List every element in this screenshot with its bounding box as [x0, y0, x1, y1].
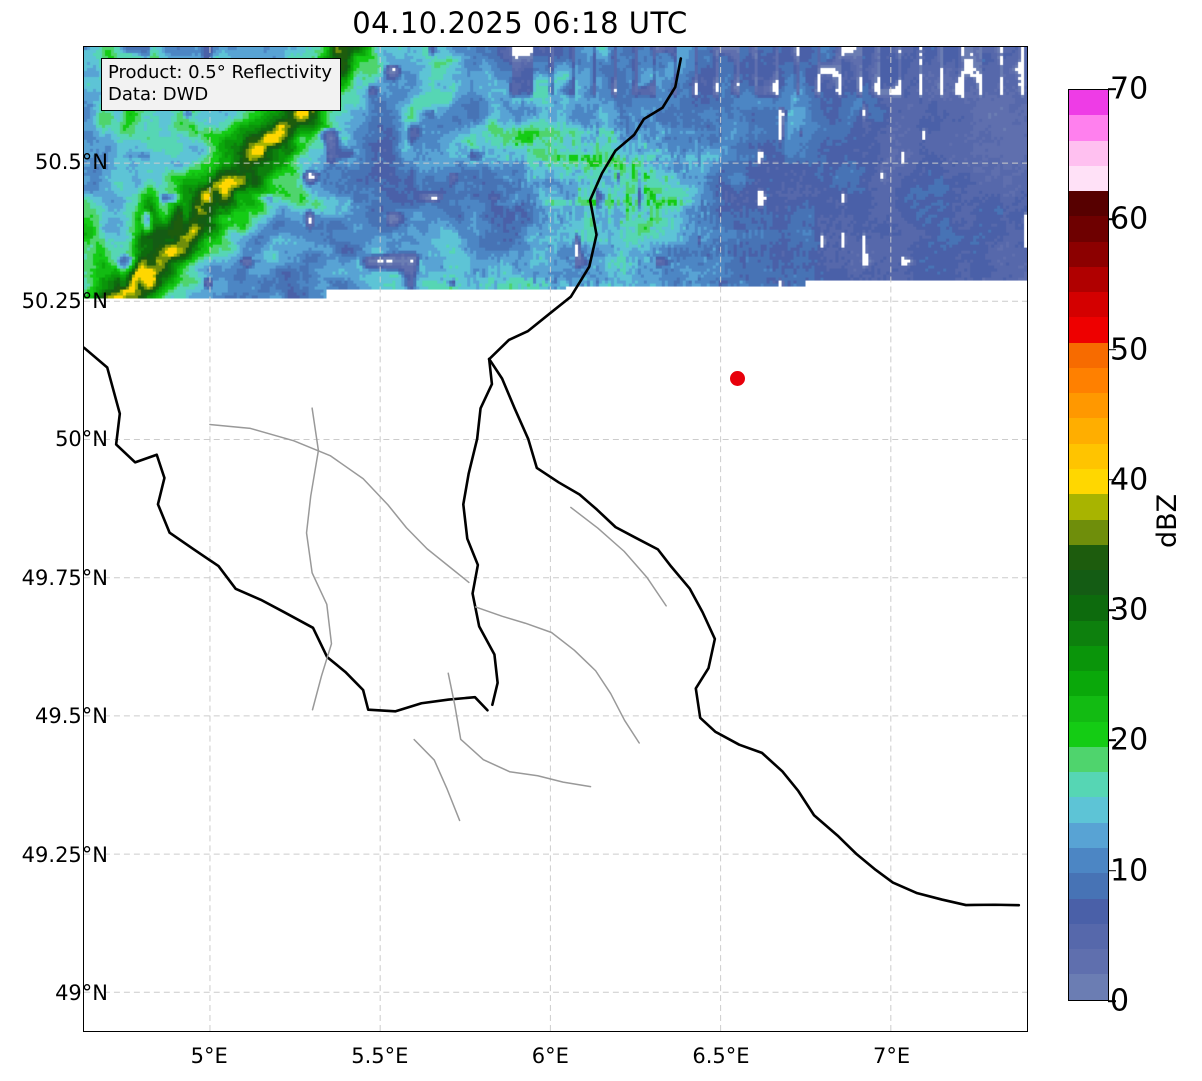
- colorbar-band: [1069, 165, 1108, 192]
- data-source-line: Data: DWD: [108, 83, 209, 105]
- x-axis-tick-label: 5.5°E: [351, 1044, 409, 1068]
- colorbar-band: [1069, 292, 1108, 318]
- map-plot-area[interactable]: [83, 46, 1028, 1032]
- colorbar-band: [1069, 822, 1108, 848]
- colorbar-band: [1069, 266, 1108, 293]
- colorbar: [1068, 89, 1109, 1001]
- colorbar-band: [1069, 216, 1108, 242]
- colorbar-band: [1069, 974, 1108, 1000]
- colorbar-band: [1069, 595, 1108, 621]
- y-axis-tick-label: 50.5°N: [35, 150, 108, 175]
- colorbar-tick-mark: [1108, 869, 1116, 872]
- colorbar-tick-mark: [1108, 218, 1116, 221]
- colorbar-tick-label: 40: [1110, 462, 1149, 498]
- x-axis-tick-label: 6°E: [531, 1044, 569, 1068]
- y-axis-tick-label: 49.75°N: [21, 565, 108, 590]
- colorbar-tick-mark: [1108, 348, 1116, 351]
- colorbar-tick-label: 30: [1110, 592, 1149, 628]
- colorbar-band: [1069, 772, 1108, 798]
- colorbar-band: [1069, 544, 1108, 571]
- x-axis-tick-label: 5°E: [190, 1044, 228, 1068]
- grid-lines: [84, 47, 1027, 1031]
- x-axis-tick-label: 7°E: [872, 1044, 911, 1068]
- y-axis-tick-label: 50.25°N: [21, 288, 108, 313]
- colorbar-band: [1069, 468, 1108, 495]
- colorbar-band: [1069, 847, 1108, 874]
- colorbar-band: [1069, 115, 1108, 141]
- country-borders: [84, 57, 1021, 907]
- colorbar-tick-mark: [1108, 479, 1116, 481]
- colorbar-tick-label: 0: [1110, 983, 1130, 1019]
- colorbar-band: [1069, 570, 1108, 596]
- colorbar-band: [1069, 721, 1108, 747]
- colorbar-band: [1069, 898, 1108, 924]
- colorbar-band: [1069, 494, 1108, 520]
- colorbar-band: [1069, 393, 1108, 419]
- radar-reflectivity-raster: [84, 47, 1027, 1031]
- colorbar-tick-mark: [1108, 1000, 1116, 1002]
- y-axis-tick-label: 49.5°N: [35, 704, 108, 729]
- colorbar-tick-label: 20: [1110, 722, 1149, 758]
- colorbar-band: [1069, 191, 1108, 217]
- product-info-line: Product: 0.5° Reflectivity: [108, 62, 332, 83]
- colorbar-band: [1069, 90, 1108, 116]
- colorbar-band: [1069, 873, 1108, 899]
- colorbar-band: [1069, 317, 1108, 343]
- colorbar-band: [1069, 418, 1108, 444]
- y-axis-tick-label: 49°N: [55, 981, 108, 1006]
- colorbar-tick-mark: [1108, 88, 1116, 90]
- colorbar-band: [1069, 443, 1108, 469]
- colorbar-tick-label: 60: [1110, 201, 1149, 237]
- colorbar-band: [1069, 923, 1108, 950]
- product-info-box: Product: 0.5° Reflectivity Data: DWD: [101, 58, 341, 111]
- colorbar-band: [1069, 746, 1108, 773]
- colorbar-band: [1069, 342, 1108, 368]
- colorbar-band: [1069, 949, 1108, 975]
- colorbar-tick-mark: [1108, 609, 1116, 611]
- colorbar-band: [1069, 241, 1108, 267]
- colorbar-band: [1069, 620, 1108, 646]
- colorbar-band: [1069, 671, 1108, 697]
- page-title: 04.10.2025 06:18 UTC: [352, 6, 688, 40]
- radar-site-marker[interactable]: [729, 371, 745, 387]
- y-axis-tick-label: 49.25°N: [21, 842, 108, 867]
- colorbar-band: [1069, 367, 1108, 394]
- colorbar-band: [1069, 140, 1108, 166]
- colorbar-band: [1069, 797, 1108, 823]
- colorbar-band: [1069, 696, 1108, 722]
- colorbar-band: [1069, 519, 1108, 545]
- colorbar-tick-label: 50: [1110, 332, 1149, 368]
- colorbar-tick-mark: [1108, 739, 1116, 742]
- x-axis-tick-label: 6.5°E: [692, 1044, 750, 1068]
- colorbar-band: [1069, 645, 1108, 672]
- colorbar-axis-label: dBZ: [1152, 493, 1183, 548]
- colorbar-tick-label: 10: [1110, 853, 1149, 889]
- y-axis-tick-label: 50°N: [55, 427, 108, 452]
- map-vector-overlay: [84, 47, 1027, 1031]
- colorbar-tick-label: 70: [1110, 71, 1149, 107]
